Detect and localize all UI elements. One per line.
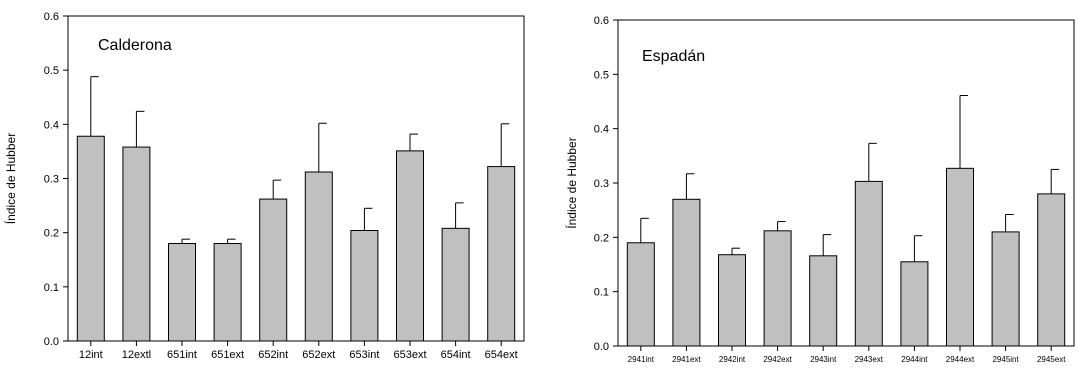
bar-654int <box>441 227 470 342</box>
bar-2944int <box>900 261 929 347</box>
x-tick-label: 653int <box>349 349 379 361</box>
chart-title: Calderona <box>98 37 172 54</box>
bar-12int <box>76 135 105 342</box>
x-tick-label: 651int <box>167 349 197 361</box>
y-tick-label: 0.3 <box>44 174 59 186</box>
x-tick-label: 2942ext <box>763 355 792 364</box>
x-tick-label: 2945ext <box>1037 355 1066 364</box>
bar-2942int <box>718 254 746 347</box>
x-tick-label: 2943int <box>810 355 837 364</box>
x-tick-label: 2941int <box>628 355 655 364</box>
x-tick-label: 652int <box>258 349 288 361</box>
x-tick-label: 12int <box>79 349 103 361</box>
bar-651ext <box>213 243 242 342</box>
x-tick-label: 2943ext <box>855 355 884 364</box>
x-tick-label: 653ext <box>393 349 426 361</box>
bar-651int <box>168 243 196 342</box>
bar-12extl <box>122 146 151 342</box>
y-tick-label: 0.1 <box>44 282 59 294</box>
bar-653ext <box>396 150 424 342</box>
bar-2941int <box>626 242 655 347</box>
bar-652ext <box>304 171 333 342</box>
bar-652int <box>259 198 288 342</box>
bar-2941ext <box>672 198 701 347</box>
x-tick-label: 2944ext <box>946 355 975 364</box>
y-tick-label: 0.6 <box>44 11 59 23</box>
bar-2945ext <box>1037 193 1066 347</box>
x-tick-label: 2941ext <box>672 355 701 364</box>
x-tick-label: 652ext <box>302 349 335 361</box>
y-tick-label: 0.5 <box>44 65 59 77</box>
y-tick-label: 0.0 <box>594 341 609 353</box>
y-axis-label: Índice de Hubber <box>3 133 18 224</box>
y-axis-label: Índice de Hubber <box>564 137 579 228</box>
bar-654ext <box>487 166 516 342</box>
y-tick-label: 0.1 <box>594 287 609 299</box>
y-tick-label: 0.4 <box>44 119 59 131</box>
x-tick-label: 651ext <box>211 349 244 361</box>
chart-panel-espadan: 0.0 0.1 0.2 0.3 0.4 0.5 0.6 2941int 2941ext 2942i… <box>564 15 1075 364</box>
x-tick-label: 654int <box>441 349 471 361</box>
x-tick-label: 2945int <box>992 355 1019 364</box>
bar-2944ext <box>946 167 974 347</box>
x-tick-label: 2942int <box>719 355 746 364</box>
y-tick-label: 0.5 <box>594 69 609 81</box>
x-tick-label: 12extl <box>122 349 151 361</box>
bar-2943ext <box>854 180 883 347</box>
bar-2943int <box>809 255 838 347</box>
bar-653int <box>350 230 379 342</box>
bar-2945int <box>991 231 1020 347</box>
y-tick-label: 0.2 <box>594 232 609 244</box>
y-tick-label: 0.2 <box>44 228 59 240</box>
y-tick-label: 0.0 <box>44 336 59 348</box>
x-tick-label: 654ext <box>485 349 518 361</box>
chart-panel-calderona: 0.0 0.1 0.2 0.3 0.4 0.5 0.6 12int 12extl 651int 65… <box>3 11 525 361</box>
y-tick-label: 0.3 <box>594 178 609 190</box>
bar-2942ext <box>763 230 792 347</box>
chart-title: Espadán <box>642 48 705 65</box>
y-tick-label: 0.6 <box>594 15 609 27</box>
y-tick-label: 0.4 <box>594 124 609 136</box>
x-tick-label: 2944int <box>901 355 928 364</box>
